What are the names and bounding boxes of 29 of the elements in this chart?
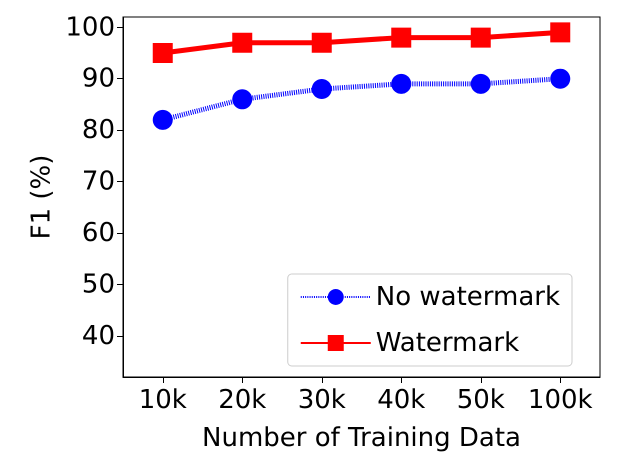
x-tick-label: 30k [298, 385, 346, 415]
x-tick-label: 50k [456, 385, 505, 415]
y-tick-label: 100 [65, 12, 115, 42]
x-tick-label: 100k [528, 385, 593, 415]
y-tick-label: 90 [82, 64, 115, 94]
y-tick-label: 50 [82, 269, 115, 300]
y-tick-label: 70 [82, 166, 115, 197]
legend-label: No watermark [376, 282, 560, 312]
y-tick-label: 60 [82, 218, 115, 248]
point [232, 89, 252, 110]
y-tick-label: 40 [82, 320, 115, 351]
point [232, 32, 252, 53]
point [312, 32, 332, 53]
point [550, 68, 570, 89]
legend-label: Watermark [376, 328, 520, 358]
point [470, 28, 491, 48]
point [391, 74, 412, 94]
x-tick-label: 10k [138, 385, 187, 415]
point [152, 43, 173, 63]
x-axis-title: Number of Training Data [202, 423, 521, 453]
point [470, 74, 491, 94]
x-tick-label: 20k [218, 385, 266, 415]
y-axis-title: F1 (%) [26, 154, 56, 240]
y-tick-label: 80 [82, 115, 115, 146]
point [312, 79, 332, 99]
point [550, 22, 570, 42]
point [391, 28, 412, 48]
point [152, 110, 173, 130]
x-tick-label: 40k [377, 385, 426, 415]
